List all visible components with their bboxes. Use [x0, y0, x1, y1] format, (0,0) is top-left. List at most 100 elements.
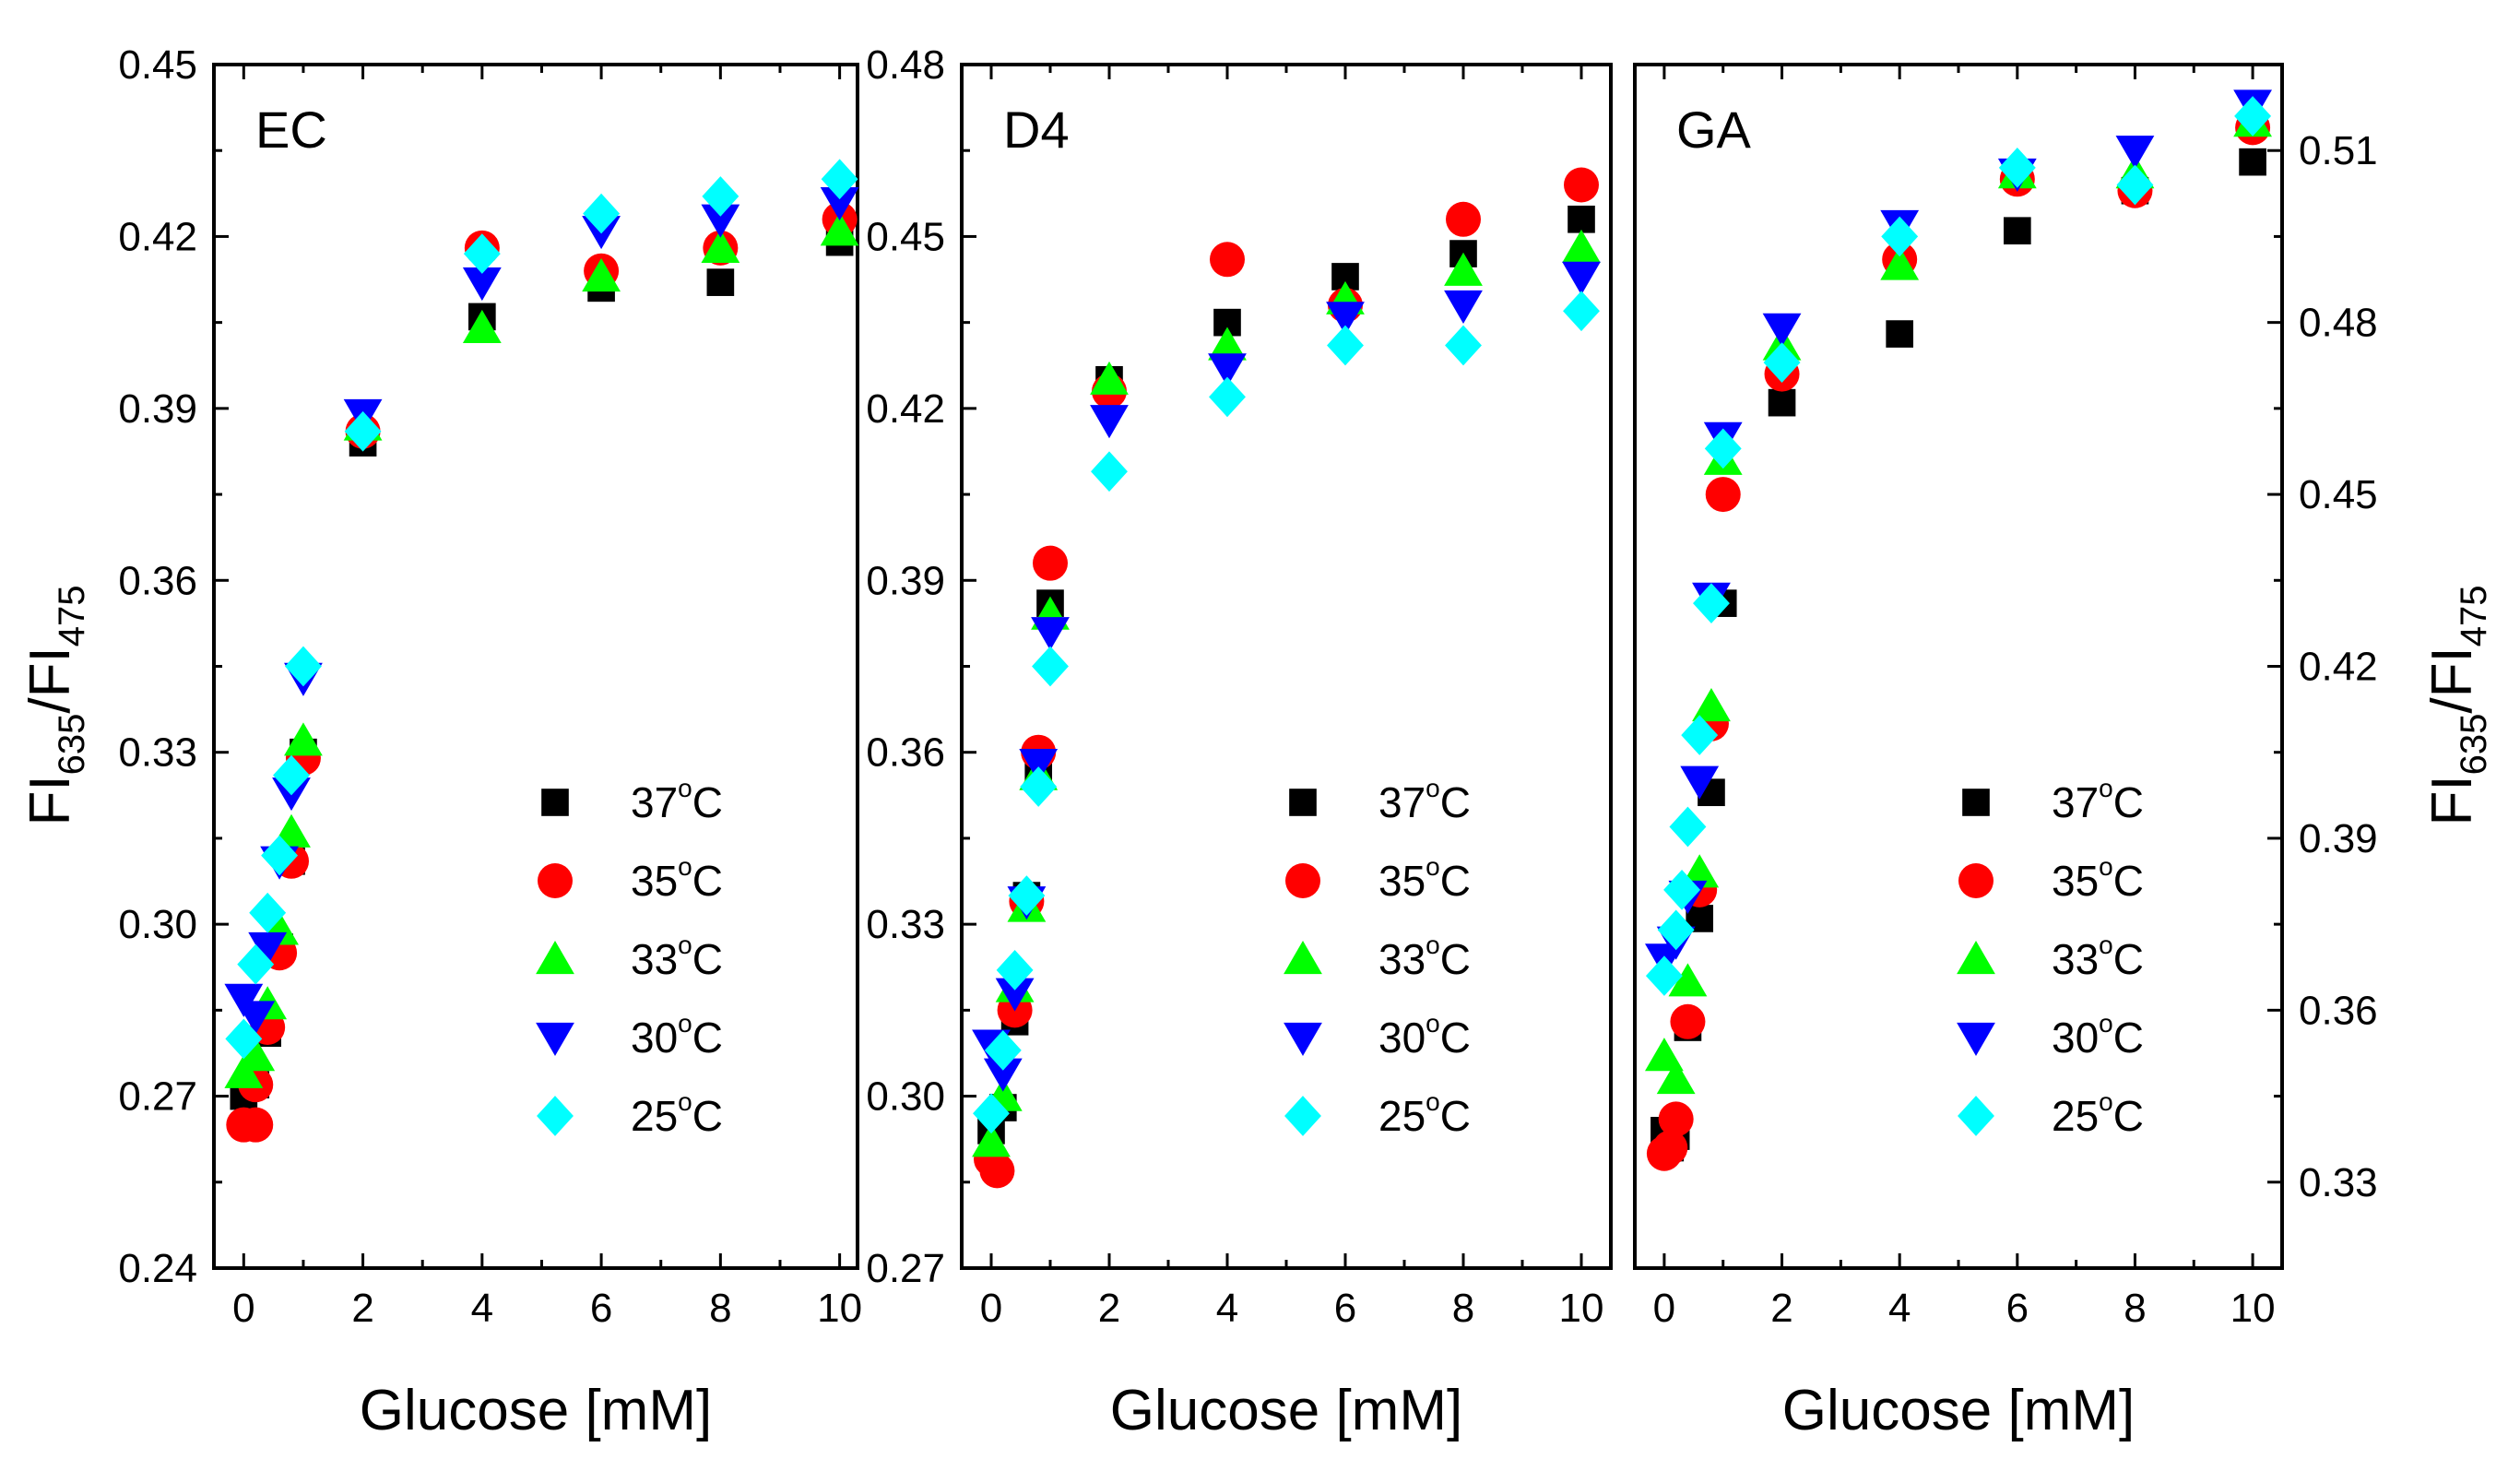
- legend-marker: [1958, 1096, 1994, 1136]
- panel-label: GA: [1676, 101, 1752, 159]
- data-point: [1210, 242, 1245, 278]
- y-tick-label: 0.33: [2299, 1160, 2378, 1205]
- data-point: [1704, 428, 1742, 469]
- x-tick-label: 2: [1770, 1286, 1792, 1331]
- y-tick-label: 0.30: [118, 902, 197, 947]
- y-tick-label: 0.36: [2299, 988, 2378, 1033]
- legend-label-value: 33: [1378, 935, 1426, 983]
- legend-marker: [1284, 1022, 1322, 1056]
- y-tick-label: 0.48: [866, 42, 945, 88]
- y-tick-label: 0.33: [866, 902, 945, 947]
- legend-degree: o: [1426, 774, 1440, 802]
- y-tick-label: 0.48: [2299, 301, 2378, 346]
- data-point: [1564, 167, 1599, 203]
- data-point: [238, 1107, 274, 1143]
- data-point: [1091, 451, 1128, 492]
- data-point: [462, 267, 502, 302]
- x-tick-label: 6: [590, 1286, 612, 1331]
- data-point: [1656, 1060, 1696, 1095]
- data-point: [583, 193, 621, 234]
- legend-degree: o: [1426, 1087, 1440, 1116]
- data-point: [344, 410, 382, 452]
- legend-unit: C: [692, 935, 723, 983]
- y-axis-title-sub: 635: [2454, 714, 2494, 776]
- legend-unit: C: [692, 1014, 723, 1062]
- legend-marker: [537, 1096, 574, 1136]
- data-point: [983, 1058, 1023, 1092]
- x-tick-label: 4: [1216, 1286, 1238, 1331]
- legend-marker: [536, 941, 574, 975]
- data-point: [1444, 290, 1483, 324]
- data-point: [1090, 361, 1129, 395]
- x-tick-label: 0: [1653, 1286, 1675, 1331]
- y-tick-label: 0.39: [118, 386, 197, 432]
- legend-degree: o: [1426, 1009, 1440, 1038]
- panel-label: EC: [255, 101, 327, 159]
- data-point: [249, 892, 287, 933]
- legend-label-value: 37: [631, 778, 678, 826]
- data-point: [1658, 1101, 1694, 1137]
- data-point: [1692, 688, 1731, 722]
- legend-unit: C: [1440, 857, 1471, 905]
- legend-degree: o: [678, 852, 692, 881]
- y-tick-label: 0.27: [866, 1246, 945, 1291]
- y-tick-label: 0.42: [866, 386, 945, 432]
- legend-unit: C: [2113, 778, 2144, 826]
- data-point: [236, 1038, 276, 1072]
- legend-label-value: 37: [2052, 778, 2099, 826]
- x-tick-label: 8: [1452, 1286, 1474, 1331]
- data-point: [1327, 325, 1364, 366]
- data-point: [1763, 342, 1801, 383]
- legend-label-value: 25: [1378, 1092, 1426, 1140]
- legend-marker: [1962, 789, 1990, 816]
- data-point: [224, 983, 264, 1017]
- data-point: [821, 159, 858, 200]
- legend-degree: o: [678, 1087, 692, 1116]
- data-point: [984, 1030, 1022, 1071]
- x-axis-title: Glucose [mM]: [360, 1379, 712, 1442]
- legend-unit: C: [692, 1092, 723, 1140]
- data-point: [1562, 229, 1601, 264]
- legend-label: 33oC: [2052, 931, 2144, 983]
- data-point: [2234, 96, 2272, 136]
- legend-label-value: 33: [631, 935, 678, 983]
- data-point: [1762, 313, 1802, 347]
- data-point: [1663, 870, 1701, 910]
- panel-ga: 0 2 4 6 8 100.330.360.390.420.450.480.51GA37o…: [1633, 63, 2378, 1442]
- legend-label: 35oC: [631, 852, 723, 905]
- data-point: [1645, 1038, 1684, 1072]
- data-point: [820, 186, 859, 221]
- legend-degree: o: [2099, 931, 2113, 959]
- data-point: [284, 722, 323, 756]
- legend-degree: o: [2099, 852, 2113, 881]
- data-point: [1881, 216, 1919, 257]
- legend-degree: o: [2099, 1087, 2113, 1116]
- data-point: [1445, 325, 1482, 366]
- data-point: [820, 212, 859, 246]
- x-tick-label: 8: [2124, 1286, 2146, 1331]
- data-point: [972, 1123, 1011, 1157]
- legend-label-value: 30: [2052, 1014, 2099, 1062]
- x-tick-label: 6: [1334, 1286, 1356, 1331]
- data-point: [1326, 302, 1365, 336]
- data-point: [701, 204, 740, 238]
- legend-label: 30oC: [631, 1009, 723, 1062]
- legend-degree: o: [2099, 1009, 2113, 1038]
- x-tick-label: 4: [471, 1286, 493, 1331]
- data-point: [2239, 148, 2266, 176]
- legend-marker: [1957, 1022, 1995, 1056]
- panel-label: D4: [1003, 101, 1070, 159]
- legend-marker: [1284, 941, 1322, 975]
- legend-unit: C: [1440, 1014, 1471, 1062]
- y-axis-title-main: FI: [18, 775, 82, 825]
- legend-label: 33oC: [631, 931, 723, 983]
- data-point: [996, 950, 1034, 991]
- y-axis-title-sub: 475: [2454, 586, 2494, 647]
- data-point: [1670, 1003, 1706, 1039]
- data-point: [284, 646, 322, 687]
- y-axis-title-sub: 475: [52, 586, 92, 647]
- data-point: [1998, 148, 2036, 188]
- data-point: [1568, 205, 1595, 233]
- data-point: [702, 176, 739, 217]
